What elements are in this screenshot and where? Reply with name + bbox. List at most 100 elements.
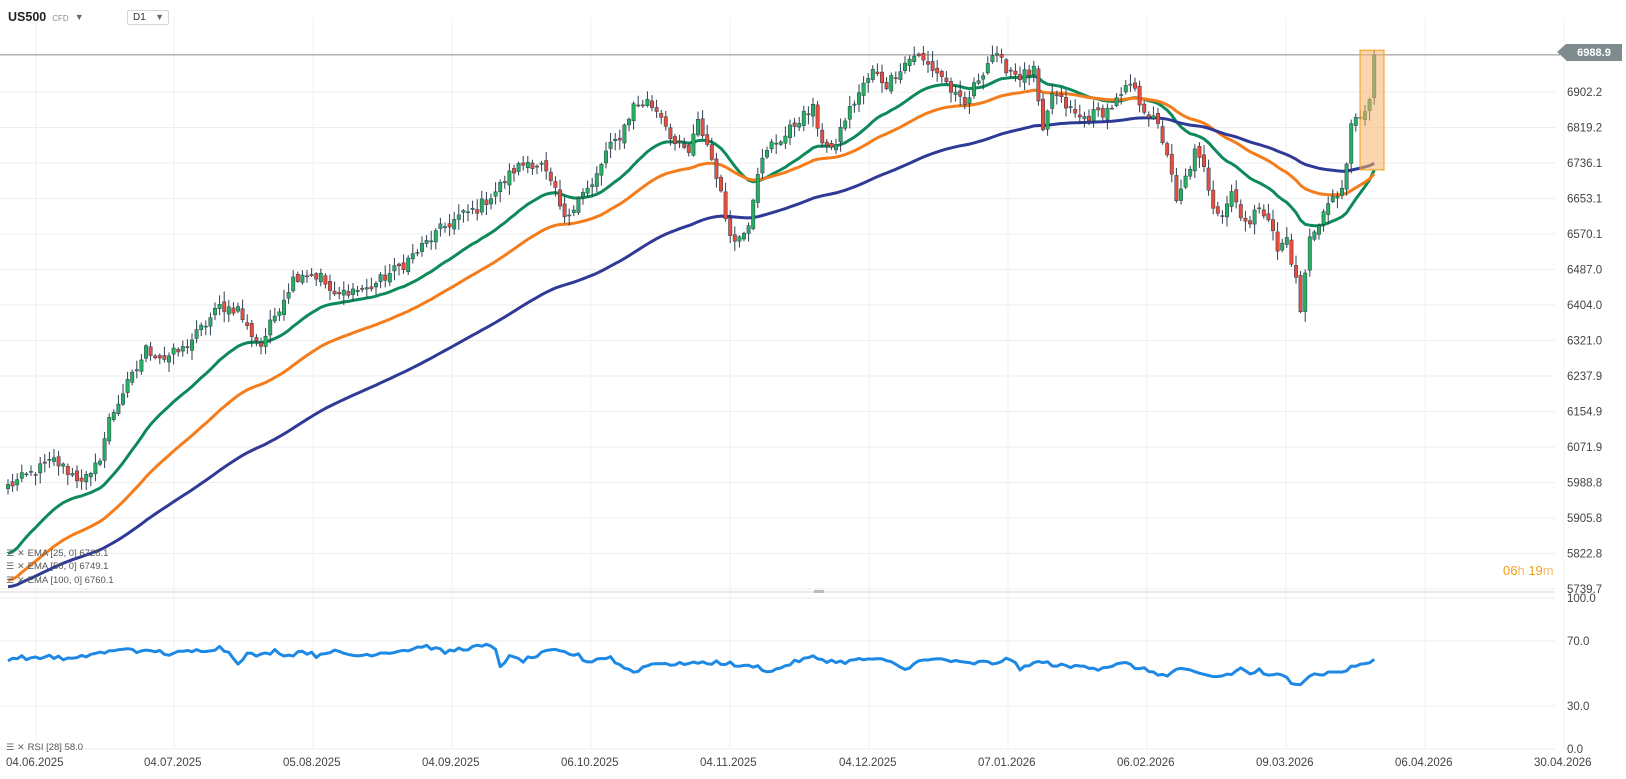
indicator-ema-25[interactable]: ☰ ✕ EMA [25, 0] 6728.1 (6, 547, 108, 559)
timeframe-select[interactable]: D1 ▼ (127, 10, 169, 25)
close-icon[interactable]: ✕ (17, 560, 25, 571)
candle[interactable] (507, 163, 512, 195)
candle[interactable] (1330, 189, 1335, 204)
candle[interactable] (792, 117, 797, 137)
candle[interactable] (1036, 65, 1041, 106)
candle[interactable] (1087, 109, 1091, 126)
candle[interactable] (1220, 210, 1225, 224)
candle[interactable] (1123, 80, 1128, 95)
candle[interactable] (185, 339, 190, 354)
candle[interactable] (282, 289, 286, 321)
settings-icon[interactable]: ☰ (6, 741, 15, 752)
candle[interactable] (539, 160, 544, 172)
candle[interactable] (249, 320, 254, 348)
candle[interactable] (1188, 165, 1193, 180)
candle[interactable] (1225, 195, 1229, 227)
candle[interactable] (1018, 66, 1022, 88)
candle[interactable] (88, 471, 93, 487)
candle[interactable] (525, 155, 530, 174)
candle[interactable] (930, 51, 935, 78)
candle[interactable] (171, 343, 176, 365)
candle[interactable] (42, 453, 47, 473)
candle[interactable] (291, 270, 296, 293)
candle[interactable] (581, 188, 585, 205)
candle[interactable] (585, 180, 590, 198)
candle[interactable] (617, 129, 622, 150)
candle[interactable] (318, 268, 323, 287)
close-icon[interactable]: ✕ (17, 574, 25, 585)
candle[interactable] (967, 90, 972, 115)
candle[interactable] (1022, 62, 1027, 91)
candle[interactable] (360, 284, 365, 293)
candle[interactable] (719, 174, 723, 193)
candle[interactable] (709, 137, 714, 161)
candle[interactable] (341, 281, 346, 305)
candle[interactable] (889, 72, 894, 94)
candle[interactable] (958, 80, 963, 107)
candle[interactable] (1100, 104, 1105, 122)
candle[interactable] (926, 50, 930, 73)
candle[interactable] (824, 138, 829, 153)
close-icon[interactable]: ✕ (17, 741, 25, 752)
candle[interactable] (1169, 144, 1174, 183)
candle[interactable] (479, 190, 484, 216)
candle[interactable] (1133, 77, 1137, 92)
candle[interactable] (1298, 270, 1303, 314)
candle[interactable] (461, 209, 466, 223)
candle[interactable] (668, 123, 673, 146)
candle[interactable] (608, 132, 613, 158)
candle[interactable] (1312, 230, 1317, 242)
settings-icon[interactable]: ☰ (6, 560, 15, 571)
candle[interactable] (61, 462, 66, 474)
candle[interactable] (1146, 111, 1151, 127)
candle[interactable] (475, 199, 480, 221)
candle[interactable] (673, 133, 677, 151)
candle[interactable] (1142, 100, 1147, 115)
candle[interactable] (1284, 227, 1289, 248)
candle[interactable] (916, 52, 921, 58)
candle[interactable] (1252, 204, 1257, 235)
candle[interactable] (884, 77, 889, 91)
candle[interactable] (594, 166, 599, 193)
candle[interactable] (737, 235, 742, 248)
candle[interactable] (723, 182, 728, 222)
candle[interactable] (56, 450, 61, 476)
candle[interactable] (47, 451, 52, 468)
chevron-down-icon[interactable]: ▼ (155, 12, 164, 22)
candle[interactable] (604, 142, 608, 169)
candle[interactable] (369, 277, 374, 292)
candle[interactable] (378, 272, 383, 289)
candle[interactable] (1077, 104, 1082, 124)
candle[interactable] (530, 159, 535, 175)
candle[interactable] (1211, 180, 1216, 215)
candle[interactable] (1119, 87, 1124, 105)
candle[interactable] (355, 285, 360, 297)
symbol-selector[interactable]: US500 CFD ▼ (8, 6, 84, 28)
candle[interactable] (263, 327, 268, 355)
candle[interactable] (843, 117, 848, 131)
candle[interactable] (1082, 111, 1087, 128)
candle[interactable] (1160, 120, 1165, 145)
candle[interactable] (981, 72, 986, 90)
candle[interactable] (1151, 106, 1156, 120)
candle[interactable] (893, 71, 898, 84)
candle[interactable] (456, 204, 461, 230)
candle[interactable] (65, 463, 70, 486)
candle[interactable] (1215, 201, 1220, 217)
indicator-ema-50[interactable]: ☰ ✕ EMA [50, 0] 6749.1 (6, 560, 108, 572)
candle[interactable] (903, 56, 907, 74)
candle[interactable] (806, 106, 811, 125)
candle[interactable] (397, 262, 401, 276)
candle[interactable] (944, 70, 949, 84)
candle[interactable] (829, 140, 834, 151)
candle[interactable] (406, 255, 411, 275)
candle[interactable] (1353, 113, 1358, 132)
candle[interactable] (746, 222, 751, 242)
candle[interactable] (1294, 255, 1298, 284)
candle[interactable] (148, 341, 153, 361)
candle[interactable] (576, 196, 581, 216)
candle[interactable] (199, 322, 204, 337)
candle[interactable] (1266, 203, 1271, 222)
candle[interactable] (29, 465, 33, 477)
candle[interactable] (213, 302, 217, 320)
